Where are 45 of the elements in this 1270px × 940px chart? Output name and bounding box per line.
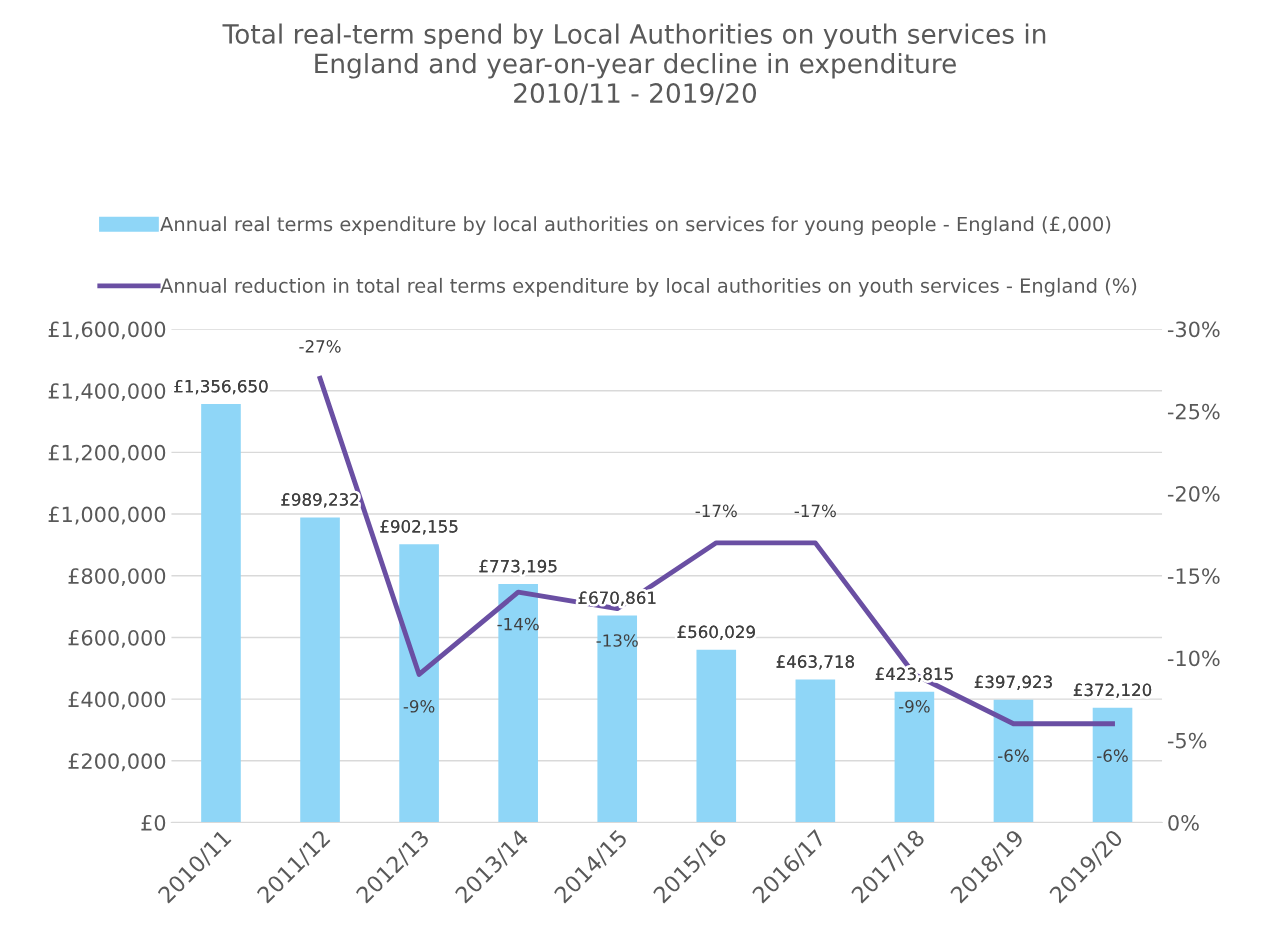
y2-tick-label: -5% (1167, 732, 1207, 749)
bar (993, 699, 1034, 823)
data-label: -9% (898, 700, 930, 713)
y2-tick-label: -30% (1167, 321, 1220, 338)
bar (597, 615, 638, 823)
y-tick-label: £200,000 (68, 753, 166, 772)
data-label: £397,923 (974, 675, 1052, 690)
y-tick-label: £1,200,000 (48, 444, 166, 463)
y2-tick-label: -25% (1167, 403, 1220, 420)
data-label: £1,356,650 (174, 379, 268, 395)
bar (399, 544, 439, 823)
data-label: -6% (1097, 749, 1128, 762)
data-label: -9% (403, 700, 435, 713)
data-label: £989,232 (281, 493, 359, 508)
bar (498, 584, 538, 823)
bar (1092, 707, 1133, 823)
bar (201, 404, 241, 823)
y2-tick-label: -10% (1167, 650, 1220, 667)
data-label: -6% (998, 749, 1029, 762)
y2-tick-label: 0% (1168, 814, 1199, 831)
data-label: -17% (695, 504, 737, 518)
bar (300, 517, 340, 823)
legend-label: Annual reduction in total real terms expenditure by local authorities on youth services - England (%) (160, 277, 1137, 297)
data-label: -13% (596, 634, 638, 647)
data-label: £463,718 (776, 655, 854, 670)
legend-label: Annual real terms expenditure by local authorities on services for young people - England (£,000) (160, 216, 1111, 236)
y-tick-label: £1,000,000 (48, 506, 166, 525)
bar (894, 691, 935, 823)
data-label: -27% (299, 340, 341, 353)
y-tick-label: £400,000 (68, 691, 166, 710)
data-label: £372,120 (1073, 683, 1152, 698)
chart-title: Total real-term spend by Local Authorities on youth services in England and year-on-year decline in expenditure 2010/11 - 2019/20 (222, 23, 1046, 106)
y-tick-label: £0 (141, 814, 166, 831)
data-label: £560,029 (677, 625, 755, 640)
y-tick-label: £1,400,000 (48, 383, 166, 402)
y2-tick-label: -15% (1167, 568, 1220, 584)
data-label: -17% (794, 504, 836, 518)
bar (696, 649, 737, 823)
data-label: £902,155 (380, 520, 458, 535)
bar (795, 679, 836, 823)
y-tick-label: £1,600,000 (48, 321, 166, 340)
y-tick-label: £800,000 (68, 568, 166, 587)
y2-tick-label: -20% (1167, 485, 1220, 502)
data-label: £773,195 (479, 559, 557, 575)
y-tick-label: £600,000 (68, 629, 166, 648)
